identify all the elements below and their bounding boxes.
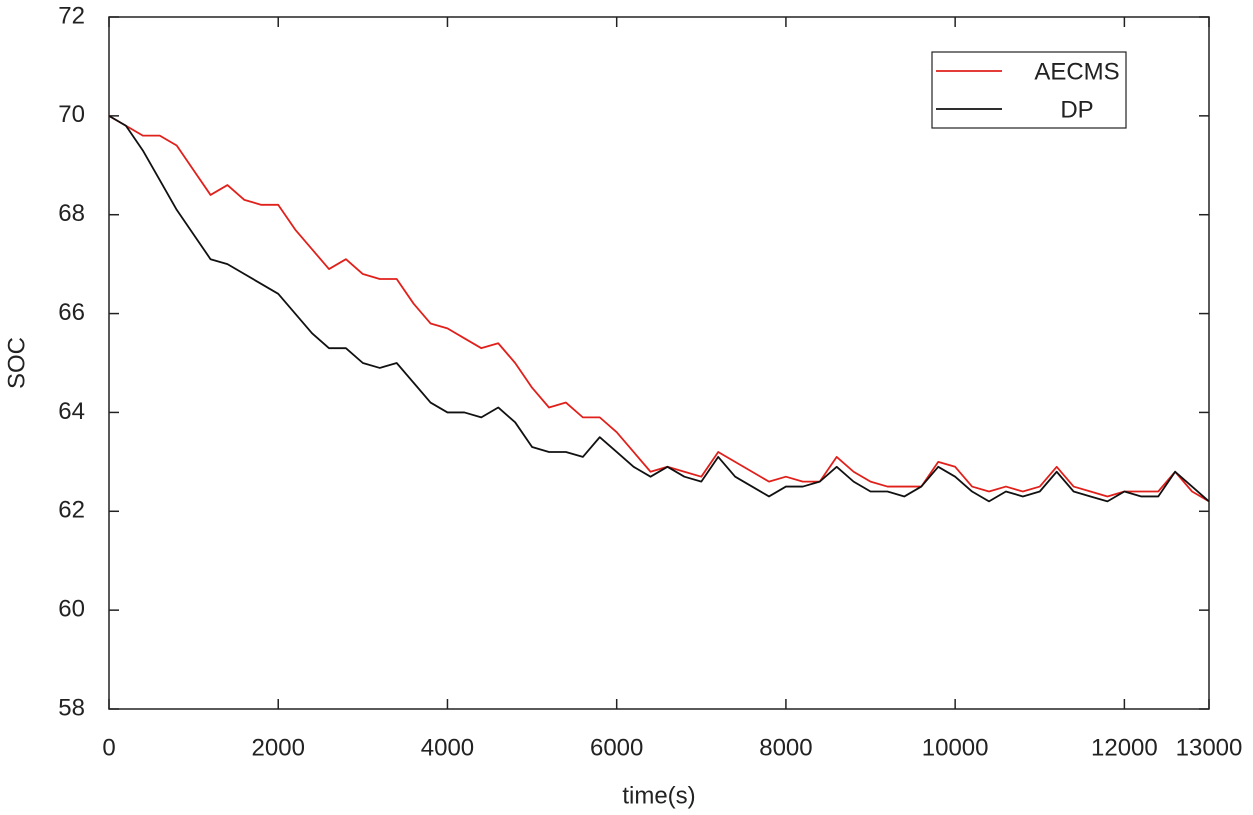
y-tick-label: 70 — [58, 101, 85, 128]
x-tick-label: 10000 — [922, 734, 989, 761]
series-line — [108, 115, 1210, 503]
x-tick-label: 2000 — [252, 734, 305, 761]
legend-label: AECMS — [1034, 58, 1119, 85]
x-tick-label: 4000 — [421, 734, 474, 761]
y-tick-label: 68 — [58, 200, 85, 227]
x-tick-label: 6000 — [590, 734, 643, 761]
x-axis-label: time(s) — [622, 782, 695, 809]
x-tick-label: 0 — [102, 734, 115, 761]
y-tick-label: 58 — [58, 694, 85, 721]
y-tick-label: 72 — [58, 2, 85, 29]
x-tick-label: 13000 — [1176, 734, 1243, 761]
y-tick-label: 64 — [58, 398, 85, 425]
x-tick-label: 8000 — [759, 734, 812, 761]
plot-frame — [108, 16, 1210, 710]
x-tick-label: 12000 — [1091, 734, 1158, 761]
series-line — [108, 115, 1210, 503]
y-tick-label: 62 — [58, 497, 85, 524]
legend-label: DP — [1060, 96, 1093, 123]
y-tick-label: 60 — [58, 595, 85, 622]
legend-box — [931, 51, 1127, 129]
y-tick-label: 66 — [58, 299, 85, 326]
y-axis-label: SOC — [3, 337, 30, 389]
